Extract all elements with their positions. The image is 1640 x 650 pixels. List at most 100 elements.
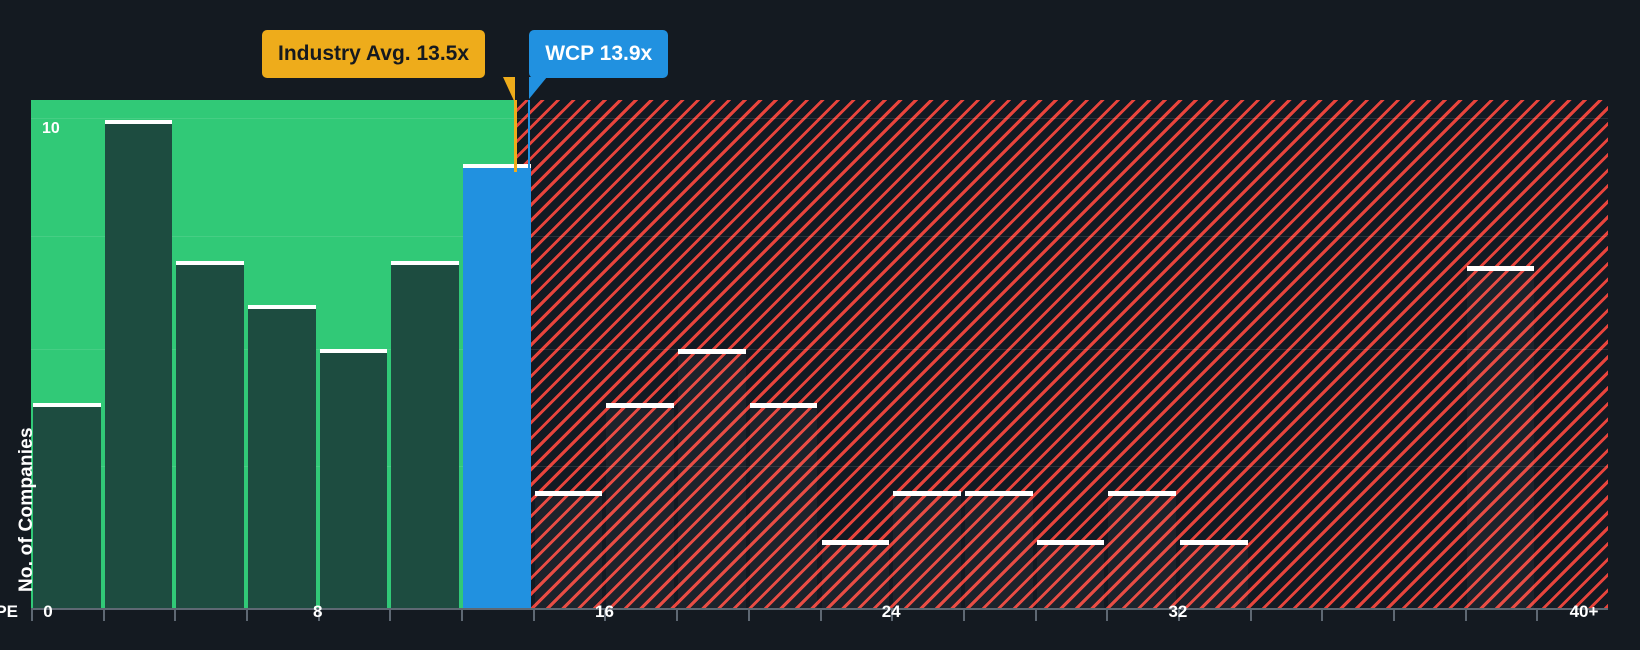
- y-tick-label-10: 10: [42, 120, 60, 137]
- x-tick: [819, 610, 822, 621]
- x-tick: [31, 610, 33, 621]
- gridline-5: [31, 349, 1608, 350]
- bar-24-26[interactable]: [893, 490, 961, 608]
- bar-cap: [534, 490, 603, 496]
- bar-32-34[interactable]: [1179, 539, 1248, 608]
- bar-cap: [248, 305, 316, 311]
- bar-6-8[interactable]: [248, 305, 316, 608]
- gridline-2.5: [31, 466, 1608, 467]
- bar-body: [1466, 270, 1535, 608]
- bar-12-14[interactable]: [463, 163, 531, 608]
- bar-2-4[interactable]: [104, 119, 173, 608]
- bar-4-6[interactable]: [176, 261, 245, 608]
- bar-cap: [176, 261, 245, 267]
- bar-body: [176, 265, 245, 608]
- x-tick: [1321, 610, 1324, 621]
- bar-body: [33, 406, 101, 608]
- bar-20-22[interactable]: [749, 402, 818, 608]
- bar-body: [534, 494, 603, 608]
- x-tick-label-8: 8: [312, 602, 323, 621]
- bar-cap: [319, 349, 388, 355]
- x-tick-label-16: 16: [594, 602, 614, 621]
- bar-body: [964, 494, 1033, 608]
- x-tick: [317, 610, 320, 621]
- x-tick: [461, 610, 464, 621]
- plot-area: [31, 100, 1608, 608]
- bar-8-10[interactable]: [319, 349, 388, 608]
- x-tick: [389, 610, 392, 621]
- x-tick: [891, 610, 894, 621]
- bar-cap: [821, 539, 890, 545]
- bar-body: [248, 309, 316, 608]
- bar-0-2[interactable]: [33, 402, 101, 608]
- x-axis-title: PE: [0, 602, 18, 621]
- x-tick: [246, 610, 249, 621]
- bar-cap: [33, 402, 101, 408]
- x-tick: [1249, 610, 1252, 621]
- bar-cap: [1179, 539, 1248, 545]
- bar-cap: [1036, 539, 1105, 545]
- bar-body: [606, 406, 675, 608]
- x-tick: [1034, 610, 1037, 621]
- bar-body: [821, 543, 890, 608]
- company-pe-marker-line: [528, 100, 531, 608]
- bar-cap: [678, 349, 746, 355]
- bar-body: [893, 494, 961, 608]
- gridline-7.5: [31, 236, 1608, 237]
- x-tick: [1106, 610, 1109, 621]
- bar-body: [391, 265, 460, 608]
- bar-40+[interactable]: [1466, 266, 1535, 608]
- x-tick-label-40+: 40+: [1569, 602, 1599, 621]
- bar-16-18[interactable]: [606, 402, 675, 608]
- x-tick: [1392, 610, 1395, 621]
- bar-18-20[interactable]: [678, 349, 746, 608]
- industry-average-marker-line: [513, 100, 517, 172]
- bar-28-30[interactable]: [1036, 539, 1105, 608]
- industry-average-tooltip-label: Industry Avg. 13.5x: [278, 42, 470, 65]
- bar-cap: [463, 163, 531, 169]
- y-axis-title: No. of Companies: [16, 427, 37, 592]
- x-tick: [532, 610, 535, 621]
- bar-cap: [391, 261, 460, 267]
- bar-body: [319, 353, 388, 608]
- x-tick: [102, 610, 105, 621]
- bar-26-28[interactable]: [964, 490, 1033, 608]
- company-tooltip-label: WCP 13.9x: [545, 42, 653, 65]
- bar-body: [1036, 543, 1105, 608]
- bar-body: [1179, 543, 1248, 608]
- company-tooltip[interactable]: WCP 13.9x: [529, 30, 669, 78]
- bar-cap: [964, 490, 1033, 496]
- bar-body: [749, 406, 818, 608]
- bar-cap: [1466, 266, 1535, 272]
- bar-body: [104, 123, 173, 608]
- x-tick: [174, 610, 177, 621]
- industry-average-tooltip-tail: [502, 77, 515, 103]
- x-axis-line: [31, 608, 1608, 610]
- bar-cap: [1108, 490, 1176, 496]
- x-tick: [1177, 610, 1180, 621]
- industry-average-tooltip[interactable]: Industry Avg. 13.5x: [262, 30, 486, 78]
- bar-cap: [606, 402, 675, 408]
- bar-cap: [893, 490, 961, 496]
- bar-body: [463, 167, 531, 608]
- bar-22-24[interactable]: [821, 539, 890, 608]
- bar-30-32[interactable]: [1108, 490, 1176, 608]
- gridline-10: [31, 118, 1608, 119]
- x-tick-label-0: 0: [43, 602, 53, 621]
- bar-body: [678, 353, 746, 608]
- bar-10-12[interactable]: [391, 261, 460, 608]
- x-tick: [1464, 610, 1467, 621]
- bar-body: [1108, 494, 1176, 608]
- x-tick: [962, 610, 965, 621]
- bar-14-16[interactable]: [534, 490, 603, 608]
- x-tick: [747, 610, 750, 621]
- x-tick: [1536, 610, 1539, 621]
- x-tick-label-32: 32: [1168, 602, 1188, 621]
- x-tick: [676, 610, 679, 621]
- bar-cap: [104, 119, 173, 125]
- bar-cap: [749, 402, 818, 408]
- x-tick-label-24: 24: [881, 602, 901, 621]
- company-tooltip-tail: [529, 77, 548, 99]
- x-tick: [604, 610, 607, 621]
